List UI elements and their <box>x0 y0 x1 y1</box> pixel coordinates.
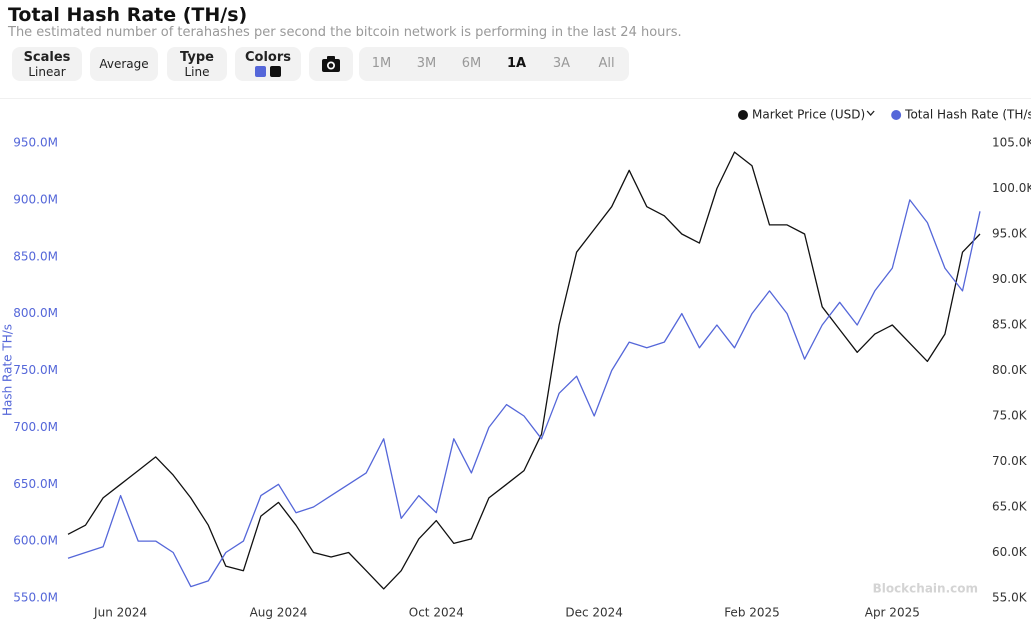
series-line <box>67 199 981 588</box>
legend-marker <box>891 110 902 120</box>
swatches <box>253 66 283 81</box>
y-tick-label: 600.0M <box>13 534 58 548</box>
range-button[interactable]: 6M <box>461 56 482 71</box>
color-swatch <box>255 66 266 77</box>
x-tick-label: Oct 2024 <box>409 606 464 620</box>
y-tick-label: 700.0M <box>13 420 58 434</box>
camera-button[interactable] <box>309 47 353 81</box>
y-tick-label: 900.0M <box>13 192 58 206</box>
range-group: 1M 3M 6M 1A 3A All <box>359 47 629 81</box>
button-title: Colors <box>244 50 291 65</box>
button-title: Average <box>99 57 149 71</box>
y2-tick-label: 105.0K <box>992 136 1031 150</box>
y2-tick-label: 80.0K <box>992 363 1028 377</box>
average-button[interactable]: Average <box>90 47 158 81</box>
button-title: Scales <box>23 50 71 65</box>
y-axis-label: Hash Rate TH/s <box>1 324 15 416</box>
y-tick-label: 750.0M <box>13 363 58 377</box>
y-tick-label: 650.0M <box>13 477 58 491</box>
subtitle: The estimated number of terahashes per s… <box>8 25 682 40</box>
legend-label: Total Hash Rate (TH/s) <box>904 108 1031 122</box>
scales-button[interactable]: Scales Linear <box>12 47 82 81</box>
x-tick-label: Jun 2024 <box>93 606 147 620</box>
range-button[interactable]: 3A <box>552 56 571 71</box>
series-line <box>67 151 981 590</box>
range-button[interactable]: 3M <box>416 56 437 71</box>
y2-tick-label: 60.0K <box>992 545 1028 559</box>
x-tick-label: Dec 2024 <box>565 606 623 620</box>
y2-tick-label: 75.0K <box>992 409 1028 423</box>
range-button[interactable]: All <box>598 56 615 71</box>
legend-chevron <box>866 110 875 116</box>
y-tick-label: 950.0M <box>13 136 58 150</box>
camera-icon <box>322 56 340 72</box>
button-value: Line <box>184 65 210 79</box>
y2-tick-label: 100.0K <box>992 181 1031 195</box>
y-tick-label: 850.0M <box>13 249 58 263</box>
y2-tick-label: 70.0K <box>992 454 1028 468</box>
y-tick-label: 550.0M <box>13 591 58 605</box>
button-title: Type <box>180 50 214 65</box>
type-button[interactable]: Type Line <box>167 47 227 81</box>
legend-label: Market Price (USD) <box>752 108 865 122</box>
y2-tick-label: 85.0K <box>992 318 1028 332</box>
colors-button[interactable]: Colors <box>235 47 301 81</box>
legend-marker <box>738 110 748 120</box>
y2-tick-label: 90.0K <box>992 272 1028 286</box>
y2-tick-label: 65.0K <box>992 500 1028 514</box>
x-tick-label: Feb 2025 <box>724 606 780 620</box>
title: Total Hash Rate (TH/s) <box>8 4 248 26</box>
range-button[interactable]: 1A <box>506 56 527 71</box>
y2-tick-label: 55.0K <box>992 591 1028 605</box>
y2-tick-label: 95.0K <box>992 227 1028 241</box>
y-tick-label: 800.0M <box>13 306 58 320</box>
x-tick-label: Aug 2024 <box>250 606 308 620</box>
watermark: Blockchain.com <box>873 582 978 596</box>
range-button[interactable]: 1M <box>371 56 392 71</box>
header: Total Hash Rate (TH/s) The estimated num… <box>0 0 1031 99</box>
color-swatch <box>270 66 281 77</box>
x-tick-label: Apr 2025 <box>865 606 920 620</box>
button-value: Linear <box>28 65 66 79</box>
